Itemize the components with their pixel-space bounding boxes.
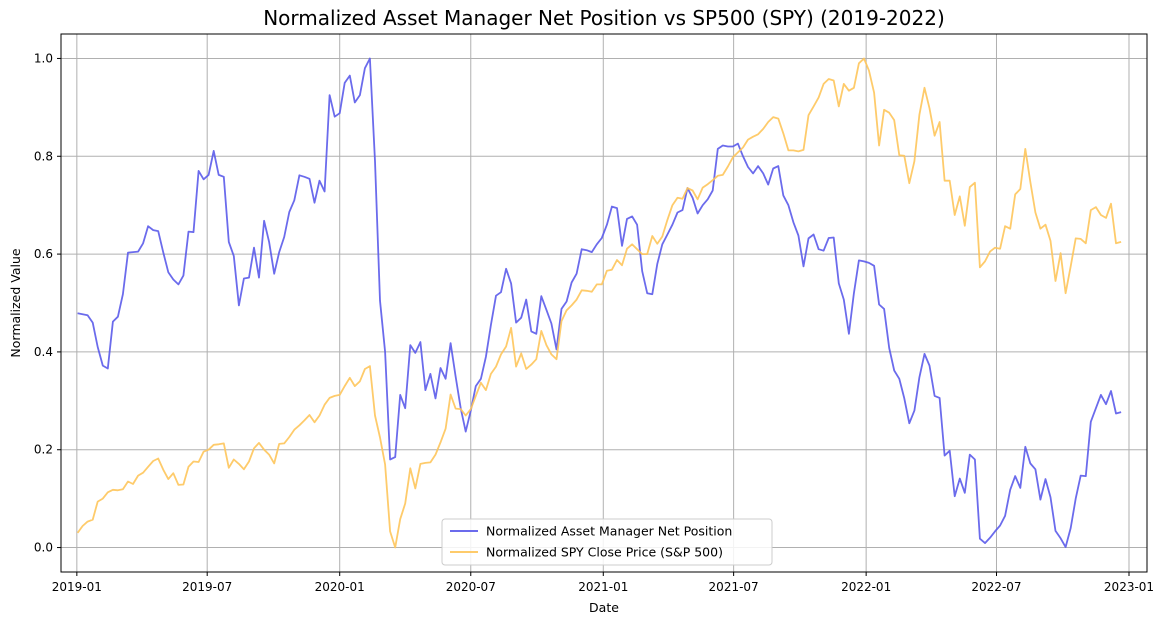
x-tick-label: 2019-07 bbox=[182, 580, 232, 594]
y-tick-label: 1.0 bbox=[34, 51, 53, 65]
x-tick-label: 2021-07 bbox=[709, 580, 759, 594]
x-tick-label: 2019-01 bbox=[52, 580, 102, 594]
series-lines bbox=[76, 57, 1122, 549]
y-axis-title: Normalized Value bbox=[8, 248, 23, 357]
x-tick-label: 2022-07 bbox=[971, 580, 1021, 594]
series-line-spy bbox=[76, 57, 1122, 549]
y-tick-label: 0.4 bbox=[34, 345, 53, 359]
x-tick-label: 2023-01 bbox=[1104, 580, 1154, 594]
y-tick-label: 0.2 bbox=[34, 443, 53, 457]
legend-label-net-position: Normalized Asset Manager Net Position bbox=[486, 524, 732, 539]
y-tick-label: 0.0 bbox=[34, 541, 53, 555]
axis-ticks: 2019-01 2019-07 2020-01 2020-07 2021-01 2021-… bbox=[34, 51, 1154, 594]
legend-label-spy: Normalized SPY Close Price (S&P 500) bbox=[486, 545, 723, 560]
x-tick-label: 2021-01 bbox=[578, 580, 628, 594]
x-axis-title: Date bbox=[589, 600, 619, 615]
grid-lines bbox=[61, 34, 1147, 572]
x-tick-label: 2020-01 bbox=[315, 580, 365, 594]
y-tick-label: 0.6 bbox=[34, 247, 53, 261]
x-tick-label: 2020-07 bbox=[446, 580, 496, 594]
legend-box bbox=[441, 518, 773, 566]
y-tick-label: 0.8 bbox=[34, 149, 53, 163]
legend: Normalized Asset Manager Net Position No… bbox=[441, 518, 773, 566]
series-line-net-position bbox=[77, 57, 1122, 548]
x-tick-label: 2022-01 bbox=[841, 580, 891, 594]
chart-title: Normalized Asset Manager Net Position vs… bbox=[263, 6, 945, 30]
plot-frame bbox=[60, 33, 1148, 573]
